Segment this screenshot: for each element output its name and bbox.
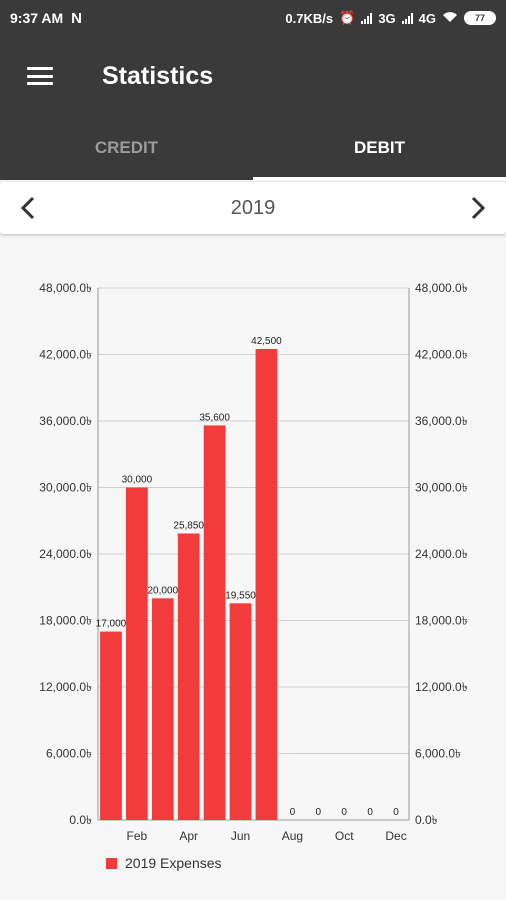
bar-apr — [177, 533, 200, 820]
y-tick-label-right: 0.0৳ — [415, 813, 438, 827]
year-label: 2019 — [230, 196, 276, 219]
bar-jul — [255, 348, 278, 820]
y-tick-label-right: 42,000.0৳ — [415, 348, 468, 362]
menu-button[interactable] — [0, 36, 80, 116]
x-tick-label: Jun — [231, 829, 250, 843]
y-tick-label-left: 36,000.0৳ — [39, 414, 92, 428]
bar-jun — [229, 603, 252, 820]
data-label: 19,550 — [225, 590, 256, 601]
data-label: 0 — [367, 807, 373, 818]
bar-jan — [100, 631, 122, 820]
data-label: 17,000 — [96, 619, 127, 630]
x-tick-label: Aug — [282, 829, 303, 843]
y-tick-label-left: 48,000.0৳ — [39, 281, 92, 295]
chevron-left-icon — [20, 196, 35, 220]
y-tick-label-left: 12,000.0৳ — [39, 680, 92, 694]
y-tick-label-left: 0.0৳ — [69, 813, 92, 827]
y-tick-label-right: 30,000.0৳ — [415, 481, 468, 495]
y-tick-label-right: 12,000.0৳ — [415, 680, 468, 694]
data-label: 20,000 — [147, 585, 178, 596]
data-label: 0 — [341, 807, 347, 818]
legend-label: 2019 Expenses — [125, 855, 222, 871]
y-tick-label-right: 36,000.0৳ — [415, 414, 468, 428]
bar-mar — [151, 598, 174, 820]
y-tick-label-right: 24,000.0৳ — [415, 547, 468, 561]
tab-bar: CREDIT DEBIT — [0, 116, 506, 180]
page-title: Statistics — [102, 61, 214, 90]
data-label: 42,500 — [251, 336, 282, 347]
network-speed: 0.7KB/s — [285, 10, 334, 26]
y-tick-label-left: 18,000.0৳ — [39, 614, 92, 628]
data-label: 30,000 — [122, 475, 153, 486]
x-tick-label: Apr — [179, 829, 198, 843]
data-label: 0 — [290, 807, 296, 818]
notification-n-icon: N — [71, 9, 83, 27]
tab-credit[interactable]: CREDIT — [94, 138, 159, 157]
status-time: 9:37 AM — [10, 10, 64, 26]
next-year-button[interactable] — [450, 182, 506, 234]
prev-year-button[interactable] — [0, 182, 56, 234]
signal-icon — [361, 12, 373, 24]
signal-icon-2 — [401, 12, 413, 24]
battery-icon: 77 — [464, 11, 496, 25]
hamburger-icon — [27, 67, 53, 85]
tab-debit[interactable]: DEBIT — [253, 116, 506, 180]
chevron-right-icon — [471, 196, 486, 220]
y-tick-label-right: 48,000.0৳ — [415, 281, 468, 295]
y-tick-label-right: 18,000.0৳ — [415, 614, 468, 628]
x-tick-label: Feb — [127, 829, 148, 843]
data-label: 0 — [316, 807, 322, 818]
bar-may — [203, 425, 226, 820]
year-selector: 2019 — [0, 182, 506, 234]
y-tick-label-right: 6,000.0৳ — [415, 747, 461, 761]
x-tick-label: Dec — [385, 829, 406, 843]
legend-swatch — [106, 857, 117, 869]
data-label: 35,600 — [199, 412, 230, 423]
bar-feb — [125, 487, 148, 820]
network-type-2: 4G — [418, 10, 436, 26]
expenses-bar-chart: 0.0৳ 0.0৳ 6,000.0৳ 6,000.0৳ 12,000.0৳ 12,000.… — [39, 281, 468, 843]
chart-legend: 2019 Expenses — [106, 855, 222, 871]
app-bar: Statistics — [0, 36, 506, 116]
network-type-1: 3G — [378, 10, 396, 26]
x-tick-label: Oct — [335, 829, 354, 843]
alarm-icon: ⏰ — [339, 10, 356, 25]
data-label: 0 — [393, 807, 399, 818]
y-tick-label-left: 42,000.0৳ — [39, 348, 92, 362]
wifi-icon — [442, 11, 458, 26]
y-tick-label-left: 6,000.0৳ — [46, 747, 92, 761]
status-bar: 9:37 AM N 0.7KB/s ⏰ 3G 4G 77 — [0, 0, 506, 36]
y-tick-label-left: 30,000.0৳ — [39, 481, 92, 495]
y-tick-label-left: 24,000.0৳ — [39, 547, 92, 561]
data-label: 25,850 — [173, 520, 204, 531]
